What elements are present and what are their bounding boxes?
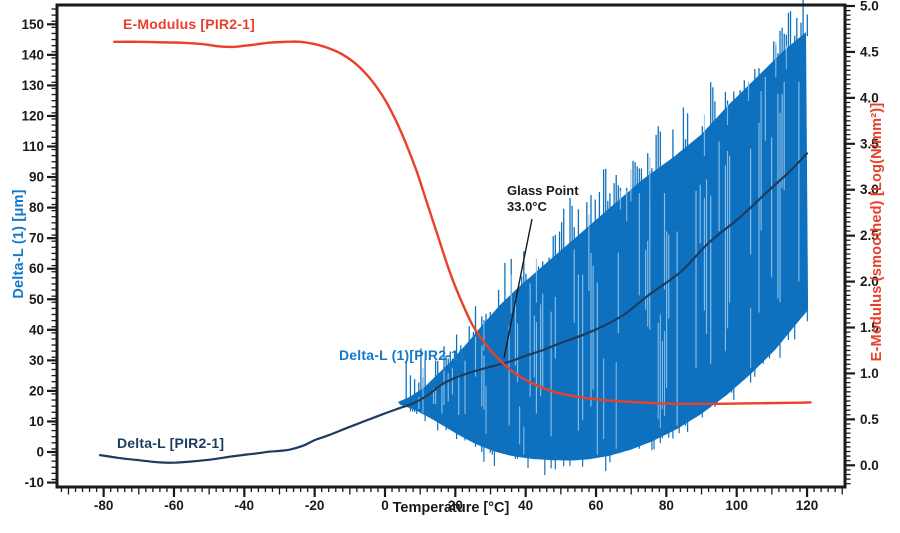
svg-text:110: 110 (22, 139, 44, 154)
svg-text:0.5: 0.5 (860, 412, 879, 427)
svg-text:20: 20 (448, 498, 463, 513)
svg-text:2.0: 2.0 (860, 274, 879, 289)
svg-text:1.5: 1.5 (860, 320, 879, 335)
svg-text:80: 80 (29, 200, 44, 215)
svg-text:40: 40 (29, 322, 44, 337)
delta-l-smooth-curve-label: Delta-L [PIR2-1] (117, 435, 225, 451)
right-axis-title: E-Modulus (smoothed) [Log(N/mm²)] (869, 102, 885, 362)
svg-text:0.0: 0.0 (860, 458, 879, 473)
svg-text:0: 0 (36, 445, 44, 460)
left-axis-title: Delta-L (1) [μm] (11, 189, 27, 299)
svg-text:130: 130 (21, 78, 44, 93)
svg-text:80: 80 (659, 498, 674, 513)
svg-text:-60: -60 (164, 498, 184, 513)
svg-text:90: 90 (29, 170, 44, 185)
glass-point-annotation: Glass Point 33.0°C (507, 183, 579, 215)
svg-text:1.0: 1.0 (860, 366, 879, 381)
svg-text:60: 60 (29, 261, 44, 276)
svg-text:10: 10 (29, 414, 44, 429)
svg-text:-10: -10 (24, 475, 44, 490)
svg-text:60: 60 (589, 498, 604, 513)
svg-text:30: 30 (29, 353, 44, 368)
svg-text:120: 120 (796, 498, 819, 513)
svg-text:40: 40 (518, 498, 533, 513)
glass-point-annotation-line1: Glass Point (507, 183, 579, 198)
delta-l-raw-curve-label: Delta-L (1)[PIR2-1] (339, 347, 464, 363)
svg-text:120: 120 (21, 108, 44, 123)
svg-text:-40: -40 (235, 498, 255, 513)
svg-text:4.5: 4.5 (860, 44, 879, 59)
svg-text:150: 150 (21, 17, 44, 32)
glass-point-annotation-line2: 33.0°C (507, 199, 547, 214)
svg-text:140: 140 (21, 47, 44, 62)
svg-text:-80: -80 (94, 498, 114, 513)
svg-text:20: 20 (29, 383, 44, 398)
svg-text:2.5: 2.5 (860, 228, 879, 243)
svg-text:50: 50 (29, 292, 44, 307)
svg-text:-20: -20 (305, 498, 325, 513)
svg-text:70: 70 (29, 231, 44, 246)
x-axis-title: Temperature [°C] (392, 500, 510, 516)
svg-text:100: 100 (725, 498, 748, 513)
svg-text:3.0: 3.0 (860, 182, 879, 197)
svg-text:5.0: 5.0 (860, 0, 879, 14)
e-modulus-curve-label: E-Modulus [PIR2-1] (123, 16, 255, 32)
svg-text:3.5: 3.5 (860, 136, 879, 151)
svg-text:4.0: 4.0 (860, 90, 879, 105)
svg-text:0: 0 (381, 498, 389, 513)
